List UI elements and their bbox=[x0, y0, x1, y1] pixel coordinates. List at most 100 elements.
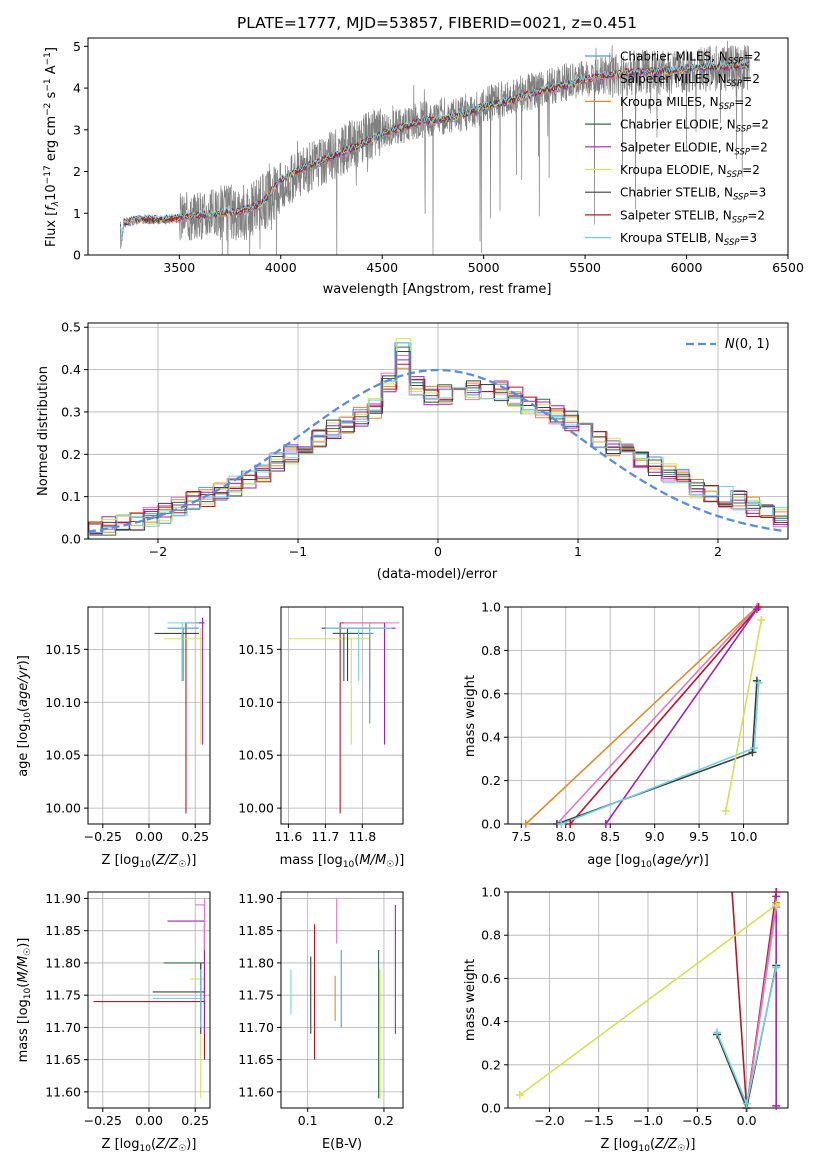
x-tick-label: 0.25 bbox=[181, 829, 209, 844]
age-weight-marker bbox=[757, 616, 766, 625]
y-tick-label: 0.8 bbox=[481, 643, 501, 658]
y-tick-label: 11.80 bbox=[45, 955, 81, 970]
y-tick-label: 0.2 bbox=[61, 447, 81, 462]
x-tick-label: 0.00 bbox=[135, 1113, 163, 1128]
y-axis-label: mass [log10(M/M☉)] bbox=[16, 938, 33, 1063]
metallicity-weight-marker bbox=[515, 1091, 524, 1100]
legend-entry-7: Chabrier STELIB, NSSP=3 bbox=[620, 186, 766, 203]
age-weight-line-3 bbox=[569, 607, 760, 824]
metallicity-weight-marker bbox=[713, 1028, 722, 1037]
y-tick-label: 11.80 bbox=[238, 955, 274, 970]
age-weight-line-6 bbox=[561, 682, 760, 824]
legend-entry-2: Salpeter MILES, NSSP=2 bbox=[620, 72, 760, 89]
y-tick-label: 0.0 bbox=[481, 817, 501, 832]
y-tick-label: 10.05 bbox=[238, 748, 274, 763]
axes-decor: −2 −1 0 1 2 0.0 0.1 0.2 0.3 0.4 0.5 N(0, 1) (data-mo… bbox=[36, 320, 789, 582]
x-tick-label: 0 bbox=[434, 544, 442, 559]
x-tick-label: 9.5 bbox=[689, 829, 709, 844]
x-axis-label: (data-model)/error bbox=[377, 567, 498, 582]
y-tick-label: 0.1 bbox=[61, 489, 81, 504]
plot-area bbox=[288, 622, 400, 814]
x-tick-label: −1 bbox=[289, 544, 307, 559]
age-weight-marker bbox=[752, 605, 761, 614]
y-tick-label: 0.2 bbox=[481, 1057, 501, 1072]
metallicity-weight-line-4 bbox=[745, 907, 777, 1108]
age-vs-metallicity-axes: −0.25 0.00 0.25 10.00 10.05 10.10 10.15 Z [log1… bbox=[16, 606, 211, 870]
y-tick-label: 11.65 bbox=[45, 1052, 81, 1067]
plot-area bbox=[154, 617, 205, 814]
age-weight-marker bbox=[601, 820, 610, 828]
x-tick-label: 5500 bbox=[569, 260, 601, 275]
y-tick-label: 10.15 bbox=[238, 642, 274, 657]
x-axis-label: E(B-V) bbox=[322, 1137, 362, 1152]
x-tick-label: 11.8 bbox=[348, 829, 376, 844]
residual-hist-step-2 bbox=[88, 355, 788, 531]
x-tick-label: 8.5 bbox=[600, 829, 620, 844]
plot-area bbox=[290, 898, 396, 1099]
y-tick-label: 0.6 bbox=[481, 686, 501, 701]
mass-vs-reddening-axes: 0.1 0.2 11.60 11.65 11.70 11.75 11.80 11.85 11.9… bbox=[238, 891, 404, 1152]
residual-hist-step-8 bbox=[88, 363, 788, 539]
massweight-vs-age-axes: 7.5 8.0 8.5 9.0 9.5 10.0 0.0 0.2 0.4 0.6 0.8 1.0 age… bbox=[463, 600, 789, 870]
age-weight-marker bbox=[748, 748, 757, 757]
y-tick-label: 0.3 bbox=[61, 404, 81, 419]
metallicity-weight-marker bbox=[772, 963, 781, 972]
y-tick-label: 10.10 bbox=[238, 695, 274, 710]
y-tick-label: 11.85 bbox=[45, 923, 81, 938]
legend-entry-1: Chabrier MILES, NSSP=2 bbox=[620, 50, 761, 67]
y-tick-label: 0.5 bbox=[61, 320, 81, 335]
axes-frame bbox=[280, 606, 404, 825]
axes-frame bbox=[87, 37, 789, 256]
y-tick-label: 0.8 bbox=[481, 928, 501, 943]
y-tick-label: 0.2 bbox=[481, 773, 501, 788]
x-tick-label: −2.0 bbox=[534, 1113, 564, 1128]
legend-entry-4: Chabrier ELODIE, NSSP=2 bbox=[620, 118, 769, 135]
y-tick-label: 11.65 bbox=[238, 1052, 274, 1067]
axes-decor: 3500 4000 4500 5000 5500 6000 6500 0 1 2 3 4 5 wavele… bbox=[43, 37, 804, 297]
y-tick-label: 0.4 bbox=[481, 1014, 501, 1029]
y-tick-label: 5 bbox=[73, 39, 81, 54]
x-tick-label: 0.00 bbox=[135, 829, 163, 844]
age-weight-marker bbox=[750, 744, 759, 753]
legend-entry-5: Salpeter ELODIE, NSSP=2 bbox=[620, 140, 768, 157]
x-tick-label: 4000 bbox=[265, 260, 297, 275]
age-weight-marker bbox=[721, 806, 730, 815]
y-tick-label: 1.0 bbox=[481, 885, 501, 900]
x-tick-label: 9.0 bbox=[645, 829, 665, 844]
x-axis-label: Z [log10(Z/Z☉)] bbox=[102, 1137, 197, 1154]
y-axis-label: age [log10(age/yr)] bbox=[16, 655, 33, 777]
y-tick-label: 11.85 bbox=[238, 923, 274, 938]
x-tick-label: 4500 bbox=[366, 260, 398, 275]
age-weight-line-7 bbox=[724, 619, 763, 812]
x-tick-label: 2 bbox=[714, 544, 722, 559]
age-weight-marker bbox=[754, 678, 763, 687]
axes-decor: 0.1 0.2 11.60 11.65 11.70 11.75 11.80 11.85 11.9… bbox=[238, 891, 404, 1152]
y-tick-label: 10.15 bbox=[45, 642, 81, 657]
x-tick-label: 11.6 bbox=[274, 829, 302, 844]
y-axis-label: Normed distribution bbox=[36, 366, 51, 496]
axes-decor: −0.25 0.00 0.25 10.00 10.05 10.10 10.15 Z [log1… bbox=[16, 606, 211, 870]
x-tick-label: 7.5 bbox=[511, 829, 531, 844]
x-axis-label: Z [log10(Z/Z☉)] bbox=[102, 853, 197, 870]
y-tick-label: 0.0 bbox=[481, 1101, 501, 1116]
plot-area bbox=[525, 607, 763, 824]
y-tick-label: 11.90 bbox=[45, 891, 81, 906]
y-tick-label: 11.60 bbox=[45, 1084, 81, 1099]
x-tick-label: 0.25 bbox=[181, 1113, 209, 1128]
gaussian-normal-curve bbox=[88, 368, 786, 533]
mass-vs-metallicity-axes: −0.25 0.00 0.25 11.60 11.65 11.70 11.75 11.80 11… bbox=[16, 891, 211, 1154]
x-tick-label: 6000 bbox=[671, 260, 703, 275]
x-tick-label: −1.0 bbox=[633, 1113, 663, 1128]
x-tick-label: −0.25 bbox=[84, 1113, 122, 1128]
age-weight-line-1 bbox=[525, 607, 758, 824]
y-tick-label: 4 bbox=[73, 81, 81, 96]
residual-hist-step-6 bbox=[88, 338, 788, 539]
spectrum-title: PLATE=1777, MJD=53857, FIBERID=0021, z=0… bbox=[237, 14, 637, 32]
y-tick-label: 10.10 bbox=[45, 695, 81, 710]
age-weight-marker bbox=[557, 820, 566, 828]
plot-area bbox=[120, 40, 750, 255]
y-axis-label: mass weight bbox=[463, 675, 478, 757]
axes-frame bbox=[507, 606, 789, 825]
axes-frame bbox=[280, 891, 404, 1109]
